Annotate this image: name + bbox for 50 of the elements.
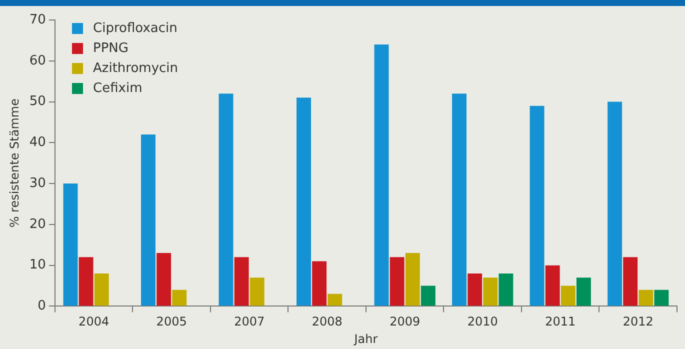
x-tick-label: 2010 <box>467 314 498 329</box>
bar <box>328 294 342 306</box>
y-tick-label: 0 <box>38 298 46 314</box>
x-tick-label: 2008 <box>312 314 342 329</box>
y-tick-label: 60 <box>29 53 46 68</box>
bar <box>498 273 514 306</box>
x-tick-label: 2011 <box>545 314 576 329</box>
bar <box>560 286 576 306</box>
bar <box>390 257 404 306</box>
bar <box>172 290 187 306</box>
legend-label: Cefixim <box>93 80 142 96</box>
y-axis-title: % resistente Stämme <box>7 98 22 228</box>
x-tick-label: 2007 <box>234 314 265 329</box>
bar <box>156 253 172 306</box>
bar <box>218 94 234 306</box>
bar <box>141 134 156 306</box>
bar <box>623 257 638 306</box>
bar <box>608 102 622 306</box>
bar <box>296 98 311 306</box>
bar <box>312 261 327 306</box>
bar <box>483 278 498 306</box>
x-tick-label: 2004 <box>78 314 110 329</box>
bar <box>545 265 560 306</box>
y-tick-label: 50 <box>29 94 46 110</box>
bar <box>638 290 654 306</box>
y-tick-label: 20 <box>29 216 46 232</box>
x-tick-label: 2009 <box>390 314 420 329</box>
y-tick-label: 30 <box>29 176 46 191</box>
bar <box>530 106 544 306</box>
bar <box>374 44 389 306</box>
bar <box>250 278 264 306</box>
legend-label: PPNG <box>93 40 128 56</box>
bar <box>654 290 669 306</box>
x-tick-label: 2005 <box>156 314 187 329</box>
y-tick-label: 10 <box>29 258 46 273</box>
legend-label: Ciprofloxacin <box>93 20 178 36</box>
bar <box>576 278 591 306</box>
bar <box>234 257 249 306</box>
bar <box>405 253 420 306</box>
bar <box>468 273 482 306</box>
bar <box>420 286 436 306</box>
y-tick-label: 40 <box>29 135 46 150</box>
y-tick-label: 70 <box>29 12 46 28</box>
bar <box>452 94 467 306</box>
bar <box>78 257 94 306</box>
x-axis-title: Jahr <box>353 332 378 346</box>
bar <box>63 184 78 306</box>
x-tick-label: 2012 <box>622 314 654 329</box>
bar <box>94 273 109 306</box>
legend-label: Azithromycin <box>93 60 178 76</box>
